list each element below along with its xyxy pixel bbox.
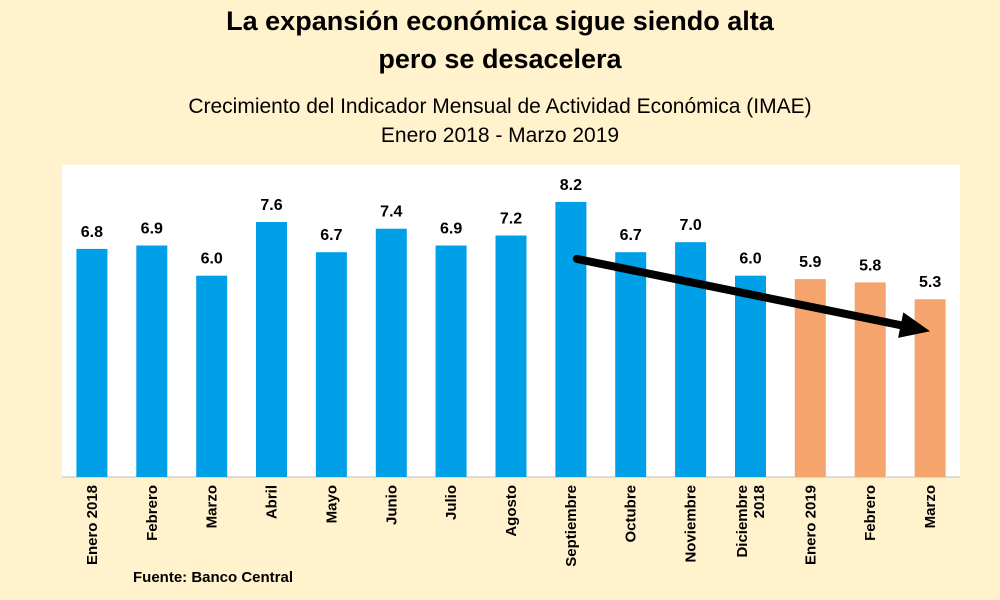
x-tick-label-line: Enero 2019: [802, 485, 819, 565]
data-label: 5.9: [799, 254, 821, 271]
x-tick-label-line: Febrero: [862, 485, 879, 541]
chart-title: La expansión económica sigue siendo alta: [226, 6, 774, 36]
x-tick-label-line: Agosto: [503, 485, 520, 537]
chart-subtitle-line2: Enero 2018 - Marzo 2019: [380, 124, 620, 147]
x-tick-label-line: Octubre: [623, 485, 640, 543]
data-label: 6.8: [81, 224, 103, 241]
data-label: 7.2: [500, 211, 522, 228]
data-label: 6.0: [201, 251, 223, 268]
x-tick-label-line: 2018: [751, 485, 768, 518]
x-tick-label-line: Septiembre: [563, 485, 580, 567]
data-label: 6.7: [620, 227, 642, 244]
x-tick-label: Junio: [383, 485, 400, 525]
x-tick-label-line: Junio: [383, 485, 400, 525]
x-tick-label: Octubre: [623, 485, 640, 543]
x-tick-label: Diciembre 2018: [734, 485, 768, 558]
x-tick-label-line: Marzo: [204, 485, 221, 528]
bar: [555, 201, 587, 477]
x-tick-label-line: Abril: [264, 485, 281, 519]
x-tick-label-line: Noviembre: [683, 485, 700, 563]
x-tick-label: Enero 2018: [84, 485, 101, 565]
bar: [256, 222, 287, 477]
data-label: 5.8: [859, 257, 881, 274]
x-tick-label: Agosto: [503, 485, 520, 537]
x-tick-label-line: Diciembre: [734, 485, 751, 558]
x-tick-label: Marzo: [922, 485, 939, 528]
bar: [315, 252, 347, 477]
bar: [615, 252, 647, 477]
bar: [735, 275, 766, 477]
x-tick-label: Noviembre: [683, 485, 700, 563]
data-label: 5.3: [919, 274, 941, 291]
chart-title-line2: pero se desacelera: [378, 44, 622, 74]
bar: [76, 248, 108, 477]
trend-arrow-shaft: [572, 254, 905, 330]
data-label: 7.6: [260, 197, 282, 214]
x-tick-label: Septiembre: [563, 485, 580, 567]
bar: [136, 245, 168, 477]
x-tick-label: Mayo: [323, 485, 340, 523]
data-label: 6.9: [440, 221, 462, 238]
x-tick-label-line: Febrero: [144, 485, 161, 541]
source-note: Fuente: Banco Central: [133, 569, 294, 586]
x-tick-label: Julio: [443, 485, 460, 520]
x-tick-label-line: Mayo: [323, 485, 340, 523]
x-tick-label: Febrero: [862, 485, 879, 541]
data-label: 8.2: [560, 177, 582, 194]
data-label: 7.4: [380, 204, 402, 221]
x-tick-label-line: Marzo: [922, 485, 939, 528]
x-tick-label: Enero 2019: [802, 485, 819, 565]
bar: [435, 245, 467, 477]
chart-subtitle: Crecimiento del Indicador Mensual de Act…: [188, 95, 812, 118]
data-label: 7.0: [679, 217, 701, 234]
x-tick-label-line: Julio: [443, 485, 460, 520]
x-tick-label: Marzo: [204, 485, 221, 528]
x-tick-label-line: Enero 2018: [84, 485, 101, 565]
x-tick-label: Abril: [264, 485, 281, 519]
bar: [854, 282, 886, 477]
bar: [196, 275, 228, 477]
bar: [495, 235, 527, 477]
data-label: 6.7: [320, 227, 342, 244]
data-label: 6.9: [141, 221, 163, 238]
bar: [375, 228, 407, 477]
x-tick-label: Febrero: [144, 485, 161, 541]
trend-arrow-head: [898, 312, 931, 338]
data-label: 6.0: [739, 251, 761, 268]
